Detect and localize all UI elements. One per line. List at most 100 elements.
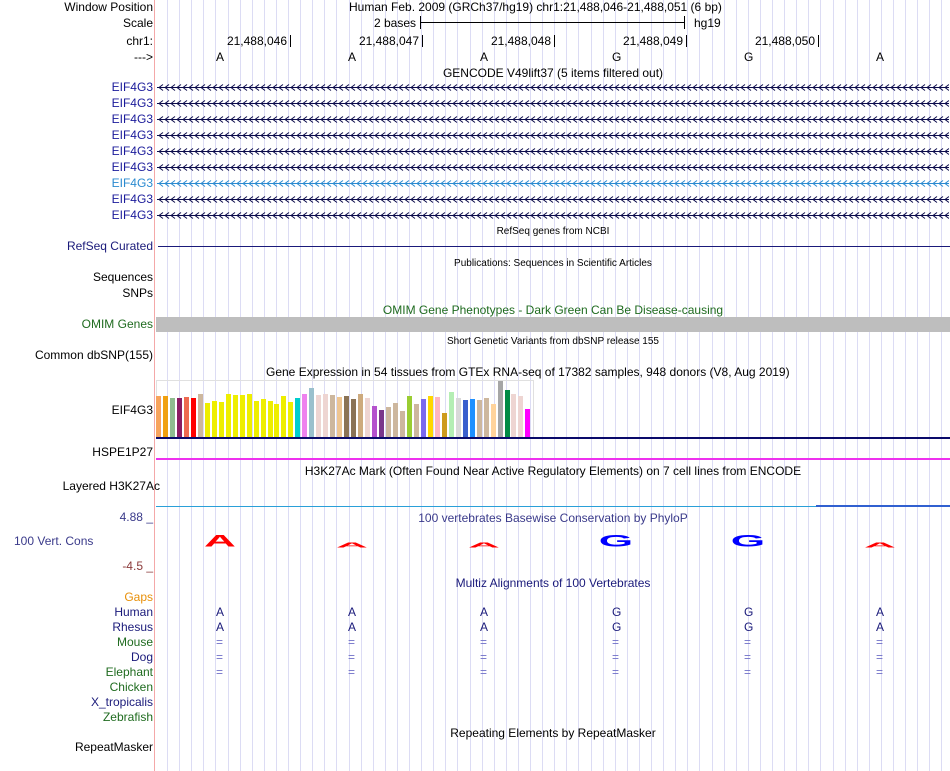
window-position-text: Human Feb. 2009 (GRCh37/hg19) chr1:21,48…: [349, 0, 722, 14]
cons-min-label: -4.5 _: [122, 559, 153, 573]
gtex-tissue-bar[interactable]: [302, 393, 308, 437]
gtex-tissue-bar[interactable]: [316, 394, 322, 437]
gtex-tissue-bar[interactable]: [344, 395, 350, 437]
gtex-tissue-bar[interactable]: [246, 393, 252, 437]
gtex-tissue-bar[interactable]: [218, 401, 224, 437]
gtex-tissue-bar[interactable]: [351, 398, 357, 437]
gene-label[interactable]: EIF4G3: [111, 160, 153, 174]
species-label[interactable]: Elephant: [105, 665, 153, 679]
gtex-gene-label[interactable]: EIF4G3: [111, 403, 153, 417]
species-label[interactable]: Human: [114, 605, 153, 619]
gtex-tissue-bar[interactable]: [267, 400, 273, 437]
species-label[interactable]: Mouse: [116, 635, 153, 649]
cons-track-label[interactable]: 100 Vert. Cons: [14, 534, 94, 548]
gtex-tissue-bar[interactable]: [490, 403, 496, 437]
gtex-tissue-bar[interactable]: [211, 400, 217, 437]
gtex-tissue-bar[interactable]: [260, 398, 266, 437]
gtex-gene-line[interactable]: [156, 437, 950, 439]
gtex-tissue-bar[interactable]: [197, 393, 203, 437]
species-label[interactable]: Zebrafish: [102, 710, 153, 724]
sequences-label[interactable]: Sequences: [92, 270, 153, 284]
gtex-tissue-bar[interactable]: [183, 396, 189, 437]
gtex-tissue-bar[interactable]: [330, 394, 336, 437]
gtex-tissue-bar[interactable]: [162, 395, 168, 437]
refseq-curated-label[interactable]: RefSeq Curated: [66, 239, 153, 253]
gtex-tissue-bar[interactable]: [386, 406, 391, 437]
gtex-tissue-bar[interactable]: [232, 394, 238, 437]
gtex-tissue-bar[interactable]: [309, 387, 315, 437]
gtex-tissue-bar[interactable]: [204, 402, 210, 437]
gtex-tissue-bar[interactable]: [504, 389, 510, 437]
gtex-tissue-bar[interactable]: [497, 381, 503, 437]
gene-model[interactable]: [157, 83, 949, 92]
gtex-tissue-bar[interactable]: [518, 395, 524, 437]
gtex-tissue-bar[interactable]: [483, 397, 489, 437]
gtex-tissue-bar[interactable]: [274, 403, 280, 437]
omim-genes-label[interactable]: OMIM Genes: [81, 317, 153, 331]
species-label[interactable]: X_tropicalis: [90, 695, 153, 709]
gtex-tissue-bar[interactable]: [434, 396, 440, 437]
gtex-tissue-bar[interactable]: [365, 397, 371, 437]
gtex-tissue-bar[interactable]: [427, 395, 433, 437]
hspe1p27-line[interactable]: [156, 458, 950, 460]
gtex-tissue-bar[interactable]: [406, 395, 412, 437]
gtex-tissue-bar[interactable]: [295, 397, 301, 437]
gtex-tissue-bar[interactable]: [337, 396, 343, 437]
gtex-tissue-bar[interactable]: [525, 409, 531, 437]
grid-line: [820, 0, 822, 771]
gtex-tissue-bar[interactable]: [420, 398, 426, 437]
gtex-tissue-bar[interactable]: [190, 397, 196, 437]
gtex-tissue-bar[interactable]: [462, 399, 468, 437]
gene-model[interactable]: [157, 195, 949, 204]
gtex-tissue-bar[interactable]: [441, 413, 447, 437]
gtex-tissue-bar[interactable]: [469, 398, 475, 437]
gene-model[interactable]: [157, 131, 949, 140]
gtex-tissue-bar[interactable]: [358, 393, 364, 437]
gene-label[interactable]: EIF4G3: [111, 128, 153, 142]
gtex-tissue-bar[interactable]: [448, 391, 454, 437]
gtex-tissue-bar[interactable]: [511, 393, 517, 437]
gtex-tissue-bar[interactable]: [281, 395, 287, 437]
gene-model[interactable]: [157, 179, 949, 188]
gene-label[interactable]: EIF4G3: [111, 80, 153, 94]
hspe1p27-label[interactable]: HSPE1P27: [92, 445, 153, 459]
gene-label[interactable]: EIF4G3: [111, 144, 153, 158]
gtex-tissue-bar[interactable]: [392, 402, 398, 437]
gtex-tissue-bar[interactable]: [225, 393, 231, 437]
grid-line: [893, 0, 894, 771]
gene-model[interactable]: [157, 115, 949, 124]
gtex-tissue-bar[interactable]: [323, 393, 329, 437]
repeatmasker-label[interactable]: RepeatMasker: [74, 740, 153, 754]
species-label[interactable]: Rhesus: [112, 620, 153, 634]
gtex-tissue-bar[interactable]: [379, 410, 385, 437]
refseq-gene-line[interactable]: [158, 246, 950, 247]
gtex-tissue-bar[interactable]: [399, 411, 405, 437]
species-label[interactable]: Chicken: [109, 680, 153, 694]
layered-h3k27ac-label[interactable]: Layered H3K27Ac: [62, 479, 160, 493]
gene-model[interactable]: [157, 147, 949, 156]
gtex-tissue-bar[interactable]: [372, 405, 378, 437]
gtex-tissue-bar[interactable]: [239, 394, 245, 437]
omim-gene-bar[interactable]: [156, 317, 950, 332]
gene-model[interactable]: [157, 163, 949, 172]
common-dbsnp-label[interactable]: Common dbSNP(155): [34, 348, 153, 362]
gtex-tissue-bar[interactable]: [176, 397, 182, 437]
grid-line: [227, 0, 229, 771]
species-label[interactable]: Dog: [130, 650, 153, 664]
gene-model[interactable]: [157, 211, 949, 220]
gene-label[interactable]: EIF4G3: [111, 208, 153, 222]
gtex-tissue-bar[interactable]: [455, 397, 461, 437]
gene-label[interactable]: EIF4G3: [111, 192, 153, 206]
gtex-tissue-bar[interactable]: [288, 401, 294, 437]
gene-label[interactable]: EIF4G3: [111, 112, 153, 126]
gene-label[interactable]: EIF4G3: [111, 96, 153, 110]
gaps-label[interactable]: Gaps: [124, 590, 153, 604]
gtex-tissue-bar[interactable]: [253, 400, 259, 437]
gtex-tissue-bar[interactable]: [169, 397, 175, 437]
snps-label[interactable]: SNPs: [122, 286, 153, 300]
gene-model[interactable]: [157, 99, 949, 108]
gtex-tissue-bar[interactable]: [156, 395, 161, 437]
gtex-tissue-bar[interactable]: [413, 403, 419, 437]
gtex-tissue-bar[interactable]: [476, 399, 482, 437]
gene-label[interactable]: EIF4G3: [111, 176, 153, 190]
